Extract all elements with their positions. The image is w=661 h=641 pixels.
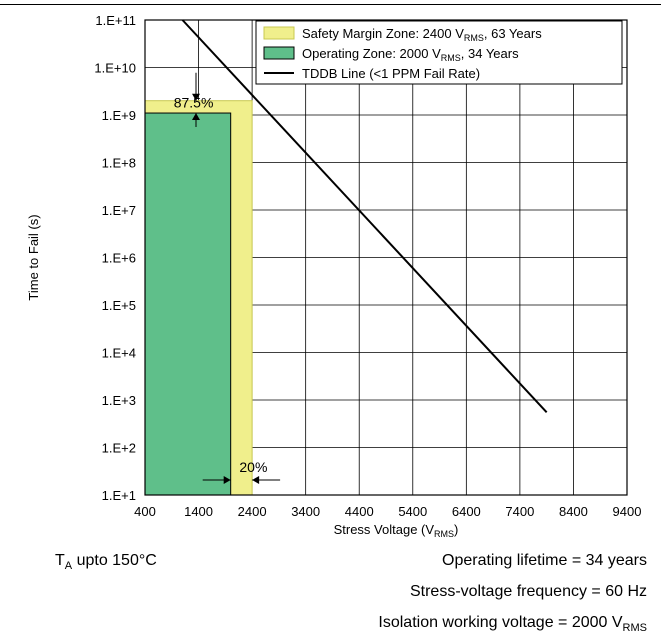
legend-safety-margin-swatch: [263, 26, 295, 40]
y-tick-label-1.E+1: 1.E+1: [102, 488, 136, 503]
top-rule: [0, 4, 661, 5]
y-axis-title: Time to Fail (s): [26, 214, 41, 300]
y-tick-label-1.E+10: 1.E+10: [94, 61, 136, 76]
x-axis-title: Stress Voltage (VRMS): [334, 522, 459, 539]
x-tick-label-6400: 6400: [452, 504, 481, 519]
tddb-line: [181, 19, 548, 414]
y-tick-label-1.E+8: 1.E+8: [102, 156, 136, 171]
y-tick-label-1.E+3: 1.E+3: [102, 393, 136, 408]
legend: Safety Margin Zone: 2400 VRMS, 63 Years O…: [255, 20, 623, 85]
y-tick-label-1.E+6: 1.E+6: [102, 251, 136, 266]
x-tick-label-3400: 3400: [291, 504, 320, 519]
arrow-right-head: [223, 476, 231, 484]
legend-operating-zone-swatch: [263, 46, 295, 60]
stress-frequency-note: Stress-voltage frequency = 60 Hz: [409, 583, 647, 600]
arrow-up-head: [192, 113, 200, 121]
tddb-chart: 87.5% 20% 400 1400 2400 3400 4400 5400 6400 7400…: [26, 13, 641, 539]
annotation-87-5-percent: 87.5%: [174, 94, 214, 110]
operating-lifetime-note: Operating lifetime = 34 years: [442, 552, 647, 569]
legend-operating-zone-label: Operating Zone: 2000 VRMS, 34 Years: [302, 46, 519, 63]
x-tick-label-8400: 8400: [559, 504, 588, 519]
legend-tddb-line-label: TDDB Line (<1 PPM Fail Rate): [302, 66, 480, 81]
y-tick-label-1.E+11: 1.E+11: [95, 13, 136, 28]
y-tick-labels: 1.E+1 1.E+2 1.E+3 1.E+4 1.E+5 1.E+6 1.E+7 1.E+8…: [94, 13, 136, 503]
legend-box: [255, 20, 623, 85]
x-tick-label-2400: 2400: [238, 504, 267, 519]
annotation-20-percent: 20%: [239, 459, 267, 475]
x-tick-label-4400: 4400: [345, 504, 374, 519]
operating-zone: [144, 112, 232, 496]
x-tick-label-9400: 9400: [613, 504, 642, 519]
x-tick-label-400: 400: [134, 504, 156, 519]
arrow-down-head: [192, 93, 200, 101]
y-tick-label-1.E+5: 1.E+5: [102, 298, 136, 313]
x-tick-labels: 400 1400 2400 3400 4400 5400 6400 7400 8400 9400: [134, 504, 641, 519]
plot-frame: [144, 19, 628, 496]
isolation-voltage-note: Isolation working voltage = 2000 VRMS: [378, 614, 647, 635]
zones: [144, 100, 253, 496]
annotations: 87.5% 20%: [174, 72, 281, 484]
series: [181, 19, 548, 414]
legend-safety-margin-label: Safety Margin Zone: 2400 VRMS, 63 Years: [302, 26, 542, 43]
y-tick-label-1.E+9: 1.E+9: [102, 108, 136, 123]
x-tick-label-5400: 5400: [398, 504, 427, 519]
y-tick-label-1.E+7: 1.E+7: [102, 203, 136, 218]
y-tick-label-1.E+4: 1.E+4: [102, 346, 136, 361]
y-tick-label-1.E+2: 1.E+2: [102, 441, 136, 456]
x-tick-label-1400: 1400: [184, 504, 213, 519]
x-tick-label-7400: 7400: [505, 504, 534, 519]
ambient-temperature-note: TA upto 150°C: [55, 552, 157, 573]
arrow-left-head: [252, 476, 260, 484]
